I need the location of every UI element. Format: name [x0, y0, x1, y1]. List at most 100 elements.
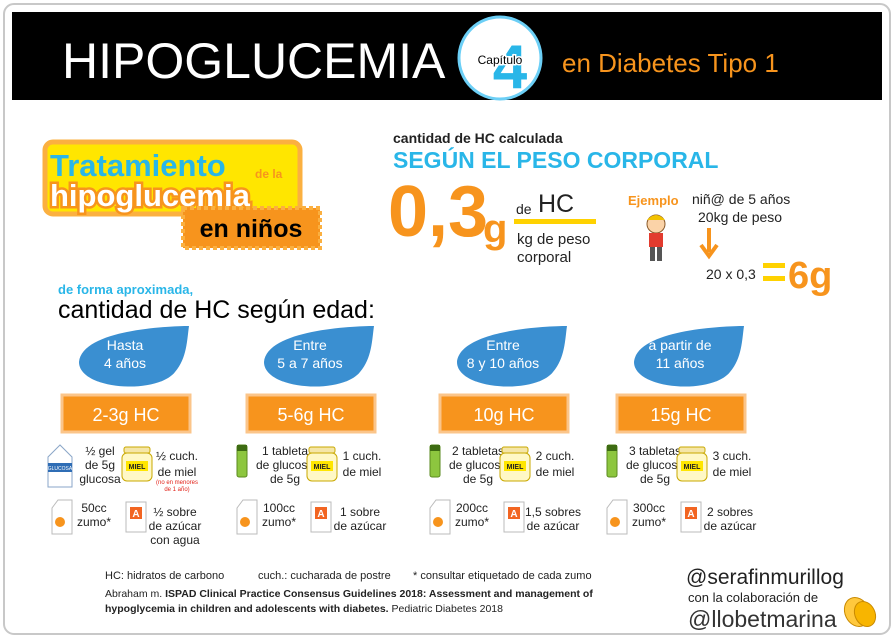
formula-denominator: kg de peso	[517, 231, 590, 248]
item-text: zumo*	[262, 515, 296, 529]
age-blob	[264, 326, 374, 387]
amount: 5-6g HC	[277, 405, 344, 425]
sugar-tag	[685, 507, 697, 519]
item-text: zumo*	[77, 515, 111, 529]
juice-icon	[606, 499, 628, 535]
chapter-number: 4	[493, 33, 528, 102]
reference: Abraham m. ISPAD Clinical Practice Conse…	[105, 588, 593, 600]
item-text: de azúcar	[704, 519, 757, 533]
clap-icon	[843, 596, 877, 628]
gel-band	[48, 463, 72, 472]
item-text: ½ gel	[85, 444, 114, 458]
gel-label: GLUCOSA	[48, 466, 73, 472]
sugar-tag	[315, 507, 327, 519]
item-text: 2 sobres	[707, 505, 753, 519]
honey-tag	[504, 461, 526, 471]
item-text: de 5g	[270, 472, 300, 486]
item-text: de 5g	[85, 458, 115, 472]
formula-value: 0,3	[388, 172, 488, 252]
fraction-bar	[514, 219, 596, 224]
chapter-circle	[457, 15, 543, 101]
reference: hypoglycemia in children and adolescents…	[105, 603, 503, 615]
item-text: de miel	[343, 465, 382, 479]
legend-item: cuch.: cucharada de postre	[258, 570, 391, 582]
item-text: de miel	[536, 465, 575, 479]
formula-numerator: HC	[538, 190, 574, 218]
item-text: 2 tabletas	[452, 444, 504, 458]
formula-denominator: corporal	[517, 249, 571, 266]
example-result: 6g	[788, 255, 832, 297]
credit-handle: @serafinmurillog	[686, 566, 844, 589]
honey-lid	[501, 446, 529, 454]
item-text: 200cc	[456, 501, 488, 515]
honey-tag	[126, 461, 148, 471]
amount: 15g HC	[650, 405, 711, 425]
formula-prefix: de	[516, 201, 532, 217]
item-text: ½ sobre	[153, 505, 197, 519]
honey-lid	[308, 446, 336, 454]
item-text: de miel	[713, 465, 752, 479]
amount-box	[615, 393, 747, 434]
item-note: de 1 año)	[164, 487, 189, 493]
legend-item: * consultar etiquetado de cada zumo	[413, 570, 592, 582]
honey-lid	[123, 446, 151, 454]
item-text: de 5g	[640, 472, 670, 486]
item-text: 1,5 sobres	[525, 505, 581, 519]
honey-label: MIEL	[684, 464, 701, 471]
badge-line1: Tratamiento	[50, 148, 226, 183]
item-text: 3 tabletas	[629, 444, 681, 458]
honey-lid	[678, 446, 706, 454]
age-title: cantidad de HC según edad:	[58, 296, 375, 324]
item-text: 1 cuch.	[343, 449, 382, 463]
item-text: 1 sobre	[340, 505, 380, 519]
badge-line2: hipoglucemia	[50, 178, 251, 213]
age-blob	[634, 326, 744, 387]
age-blob	[79, 326, 189, 387]
juice-icon	[51, 499, 73, 535]
item-text: de azúcar	[334, 519, 387, 533]
example-label: Ejemplo	[628, 193, 679, 208]
sugar-tag	[508, 507, 520, 519]
badge-tag	[181, 206, 322, 250]
honey-tag	[681, 461, 703, 471]
credit-collab: con la colaboración de	[688, 590, 818, 605]
item-text: 100cc	[263, 501, 295, 515]
arrow	[699, 228, 719, 260]
juice-fruit	[55, 517, 65, 527]
chapter-label: Capítulo	[478, 53, 523, 67]
age-note: de forma aproximada,	[58, 282, 193, 297]
sugar-label: A	[317, 509, 324, 520]
amount: 10g HC	[473, 405, 534, 425]
item-text: de glucosa	[449, 458, 507, 472]
honey-tag	[311, 461, 333, 471]
item-text: de glucosa	[626, 458, 684, 472]
honey-label: MIEL	[129, 464, 146, 471]
item-text: 1 tableta	[262, 444, 308, 458]
age-label: 5 a 7 años	[277, 355, 342, 371]
age-label: Entre	[293, 337, 327, 353]
example-line: 20kg de peso	[698, 209, 782, 225]
amount-box	[438, 393, 570, 434]
item-text: 2 cuch.	[536, 449, 575, 463]
legend-item: HC: hidratos de carbono	[105, 570, 224, 582]
juice-fruit	[610, 517, 620, 527]
equals	[763, 263, 785, 268]
formula-intro: cantidad de HC calculada	[393, 130, 563, 146]
juice-fruit	[240, 517, 250, 527]
reference-journal: Pediatric Diabetes 2018	[392, 603, 504, 615]
item-text: ½ cuch.	[156, 449, 198, 463]
item-text: zumo*	[455, 515, 489, 529]
item-text: de azúcar	[527, 519, 580, 533]
juice-icon	[429, 499, 451, 535]
kid-icon	[646, 214, 666, 261]
item-note: (no en menores	[156, 480, 198, 486]
sugar-label: A	[132, 509, 139, 520]
subtitle: en Diabetes Tipo 1	[562, 48, 779, 78]
tablet-cap	[430, 445, 440, 451]
tablet-cap	[237, 445, 247, 451]
